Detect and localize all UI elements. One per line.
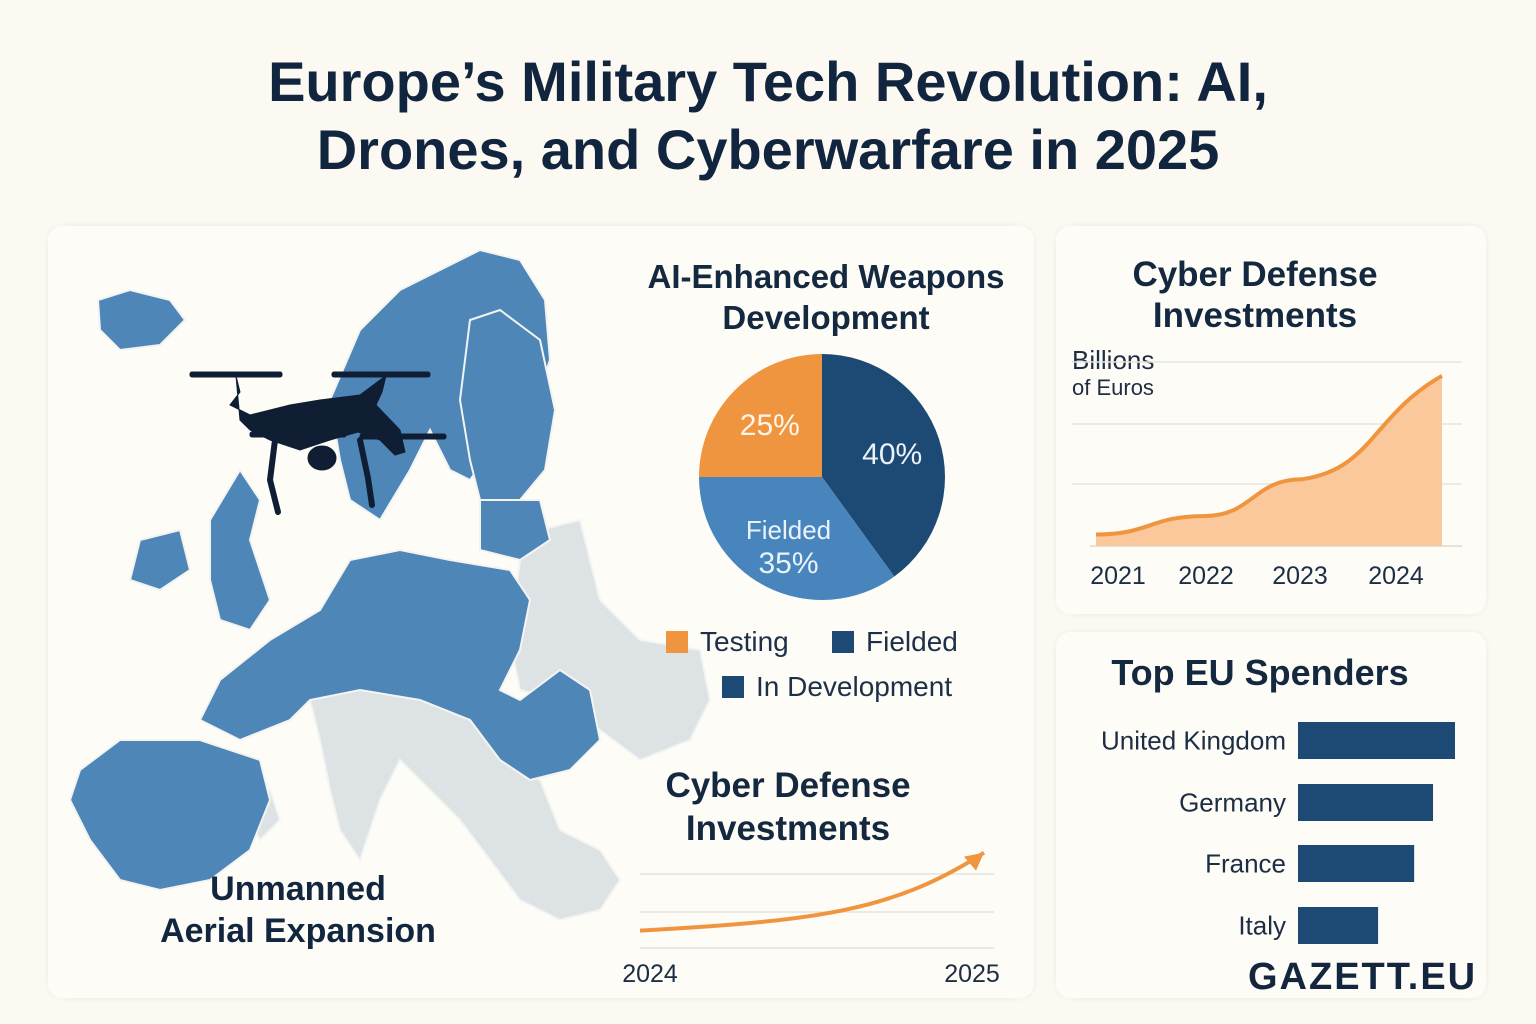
pie-slice-value-3: 25%	[740, 409, 800, 442]
iberia-shape	[68, 739, 272, 892]
drone-icon	[189, 371, 447, 515]
map-caption-line-2: Aerial Expansion	[160, 912, 436, 950]
legend-label-fielded: Fielded	[866, 626, 958, 657]
bar-label-france: France	[1205, 849, 1286, 879]
area-y-axis-label-line-2: of Euros	[1072, 375, 1154, 400]
pie-slice-value-1: 40%	[862, 438, 922, 471]
bar-label-germany: Germany	[1179, 788, 1286, 818]
page-title: Europe’s Military Tech Revolution: AI, D…	[0, 48, 1536, 184]
bar-italy	[1298, 907, 1379, 944]
brand-logo: GAZETT.EU	[1248, 956, 1478, 998]
bar-label-italy: Italy	[1238, 911, 1286, 941]
map-caption-line-1: Unmanned	[210, 870, 386, 908]
legend-swatch-testing	[666, 631, 688, 653]
area-fill	[1096, 375, 1442, 546]
pie-chart-title: AI-Enhanced Weapons Development	[647, 258, 1005, 336]
bar-united-kingdom	[1298, 722, 1455, 759]
mini-cyber-chart-title: Cyber Defense Investments	[665, 766, 911, 848]
area-x-tick-2021: 2021	[1090, 562, 1146, 590]
pie-slice-label-fielded: Fielded	[746, 515, 831, 545]
title-line-2: Drones, and Cyberwarfare in 2025	[316, 118, 1220, 181]
legend-swatch-in-development	[722, 676, 744, 698]
ireland-shape	[128, 528, 192, 592]
pie-slice-1	[822, 354, 945, 577]
legend-item-fielded: Fielded	[832, 626, 958, 658]
legend-item-in-development: In Development	[722, 671, 952, 703]
bar-france	[1298, 845, 1415, 882]
area-y-axis-label-line-1: Billions	[1072, 345, 1155, 375]
legend-swatch-fielded	[832, 631, 854, 653]
mini-line-series	[639, 850, 986, 933]
mini-x-tick-2024: 2024	[622, 960, 678, 988]
iceland-shape	[96, 288, 187, 352]
legend-label-testing: Testing	[700, 626, 789, 657]
legend-item-testing: Testing	[666, 626, 789, 658]
pie-slice-3	[699, 354, 822, 477]
baltics-shape	[479, 499, 552, 562]
bar-label-united-kingdom: United Kingdom	[1101, 726, 1286, 756]
uk-shape	[209, 468, 272, 632]
area-x-tick-2024: 2024	[1368, 562, 1424, 590]
area-x-tick-2022: 2022	[1178, 562, 1234, 590]
area-y-axis-label: Billions of Euros	[1072, 346, 1154, 402]
bar-germany	[1298, 784, 1434, 821]
pie-slice-value-2: 35%	[758, 547, 818, 580]
area-line-series	[1095, 374, 1443, 537]
area-x-tick-2023: 2023	[1272, 562, 1328, 590]
cyber-investments-title: Cyber Defense Investments	[1132, 255, 1378, 335]
finland-shape	[458, 308, 557, 501]
title-line-1: Europe’s Military Tech Revolution: AI,	[268, 50, 1268, 113]
legend-label-in-development: In Development	[756, 671, 953, 702]
pie-slice-2	[699, 477, 895, 600]
top-spenders-title: Top EU Spenders	[1111, 652, 1409, 693]
mini-x-tick-2025: 2025	[944, 960, 1000, 988]
mini-line-arrowhead	[964, 852, 984, 871]
continent-shape	[198, 548, 602, 782]
map-caption: Unmanned Aerial Expansion	[150, 868, 446, 952]
map-highlight-countries	[68, 248, 602, 892]
